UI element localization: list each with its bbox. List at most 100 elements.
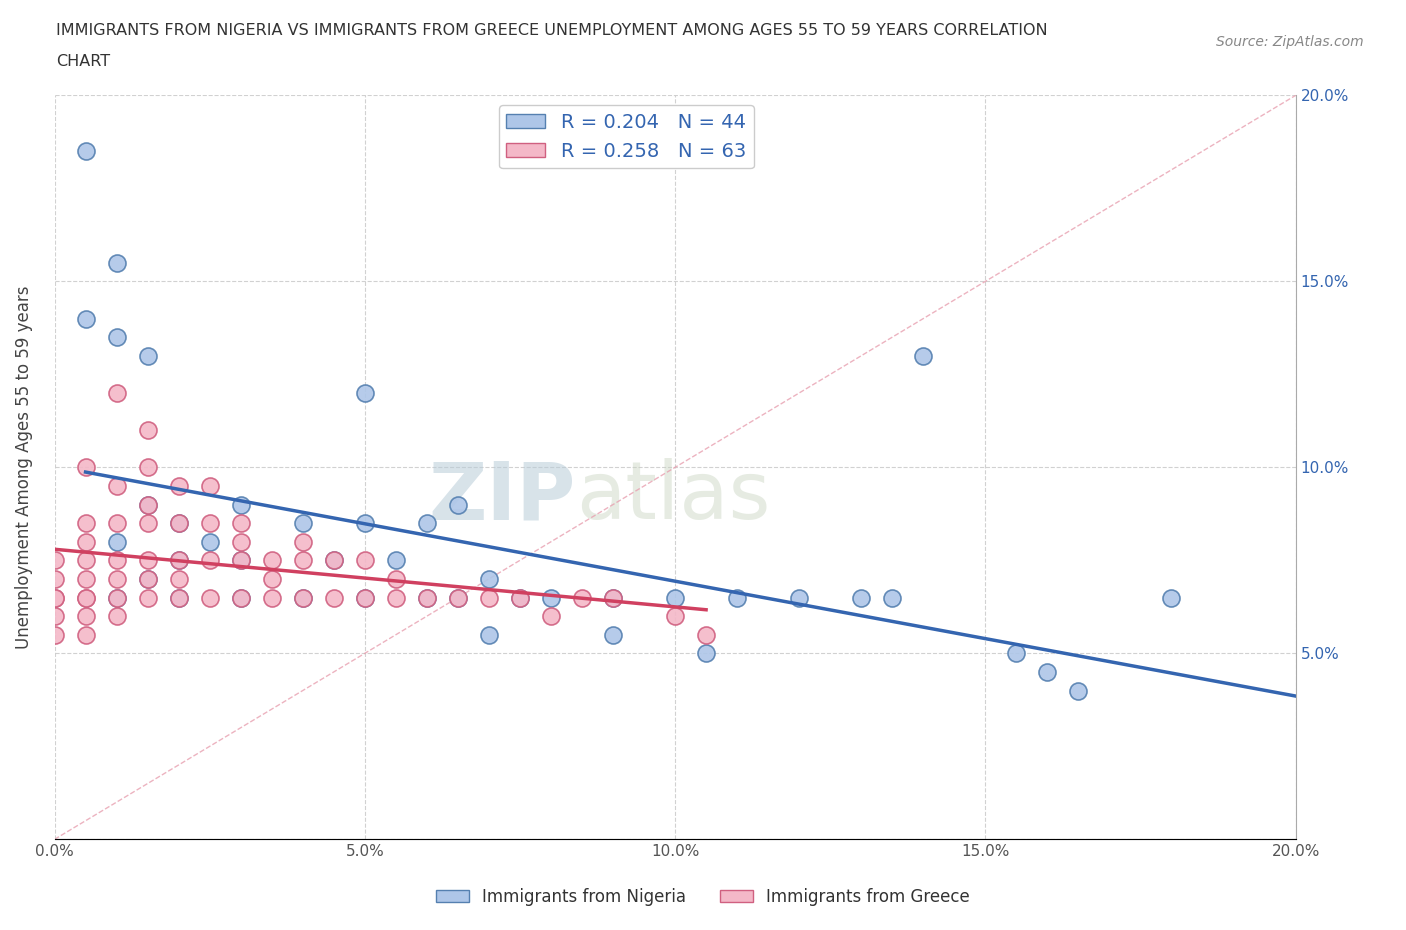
Point — [136, 349, 159, 364]
Point — [353, 386, 375, 401]
Point — [105, 256, 128, 271]
Point — [44, 628, 66, 643]
Text: Source: ZipAtlas.com: Source: ZipAtlas.com — [1216, 35, 1364, 49]
Point — [105, 572, 128, 587]
Point — [198, 535, 221, 550]
Point — [353, 591, 375, 605]
Point — [695, 628, 717, 643]
Point — [602, 591, 624, 605]
Point — [167, 553, 190, 568]
Point — [695, 646, 717, 661]
Point — [478, 591, 501, 605]
Point — [105, 553, 128, 568]
Point — [75, 572, 97, 587]
Point — [1160, 591, 1182, 605]
Point — [198, 516, 221, 531]
Point — [75, 144, 97, 159]
Point — [167, 479, 190, 494]
Point — [1036, 665, 1059, 680]
Point — [509, 591, 531, 605]
Point — [540, 609, 562, 624]
Point — [229, 498, 252, 512]
Point — [509, 591, 531, 605]
Point — [353, 516, 375, 531]
Point — [44, 591, 66, 605]
Point — [291, 591, 314, 605]
Point — [229, 535, 252, 550]
Point — [167, 591, 190, 605]
Point — [75, 460, 97, 475]
Point — [136, 460, 159, 475]
Point — [198, 591, 221, 605]
Point — [75, 553, 97, 568]
Point — [167, 553, 190, 568]
Legend: R = 0.204   N = 44, R = 0.258   N = 63: R = 0.204 N = 44, R = 0.258 N = 63 — [499, 105, 754, 168]
Point — [664, 609, 686, 624]
Point — [105, 330, 128, 345]
Point — [136, 591, 159, 605]
Point — [75, 609, 97, 624]
Point — [44, 572, 66, 587]
Point — [385, 553, 408, 568]
Point — [229, 591, 252, 605]
Point — [447, 591, 470, 605]
Point — [322, 553, 344, 568]
Point — [105, 516, 128, 531]
Point — [416, 516, 439, 531]
Text: atlas: atlas — [576, 458, 770, 536]
Point — [75, 516, 97, 531]
Point — [167, 591, 190, 605]
Point — [105, 609, 128, 624]
Point — [416, 591, 439, 605]
Point — [291, 591, 314, 605]
Point — [260, 572, 283, 587]
Point — [136, 553, 159, 568]
Point — [447, 498, 470, 512]
Point — [291, 516, 314, 531]
Point — [416, 591, 439, 605]
Point — [602, 628, 624, 643]
Point — [229, 553, 252, 568]
Point — [725, 591, 748, 605]
Point — [75, 591, 97, 605]
Point — [385, 572, 408, 587]
Point — [75, 312, 97, 326]
Point — [229, 516, 252, 531]
Point — [136, 498, 159, 512]
Point — [44, 609, 66, 624]
Point — [882, 591, 904, 605]
Point — [167, 572, 190, 587]
Point — [75, 628, 97, 643]
Point — [136, 516, 159, 531]
Point — [260, 553, 283, 568]
Point — [75, 591, 97, 605]
Point — [322, 553, 344, 568]
Point — [136, 498, 159, 512]
Point — [105, 591, 128, 605]
Point — [602, 591, 624, 605]
Point — [322, 591, 344, 605]
Point — [136, 423, 159, 438]
Point — [198, 553, 221, 568]
Point — [478, 628, 501, 643]
Point — [385, 591, 408, 605]
Point — [105, 535, 128, 550]
Point — [105, 591, 128, 605]
Point — [291, 535, 314, 550]
Point — [229, 553, 252, 568]
Point — [787, 591, 810, 605]
Point — [1005, 646, 1028, 661]
Point — [44, 553, 66, 568]
Point — [75, 535, 97, 550]
Point — [229, 591, 252, 605]
Point — [571, 591, 593, 605]
Point — [478, 572, 501, 587]
Point — [260, 591, 283, 605]
Text: CHART: CHART — [56, 54, 110, 69]
Y-axis label: Unemployment Among Ages 55 to 59 years: Unemployment Among Ages 55 to 59 years — [15, 286, 32, 649]
Point — [540, 591, 562, 605]
Point — [851, 591, 873, 605]
Point — [44, 591, 66, 605]
Text: IMMIGRANTS FROM NIGERIA VS IMMIGRANTS FROM GREECE UNEMPLOYMENT AMONG AGES 55 TO : IMMIGRANTS FROM NIGERIA VS IMMIGRANTS FR… — [56, 23, 1047, 38]
Text: ZIP: ZIP — [429, 458, 576, 536]
